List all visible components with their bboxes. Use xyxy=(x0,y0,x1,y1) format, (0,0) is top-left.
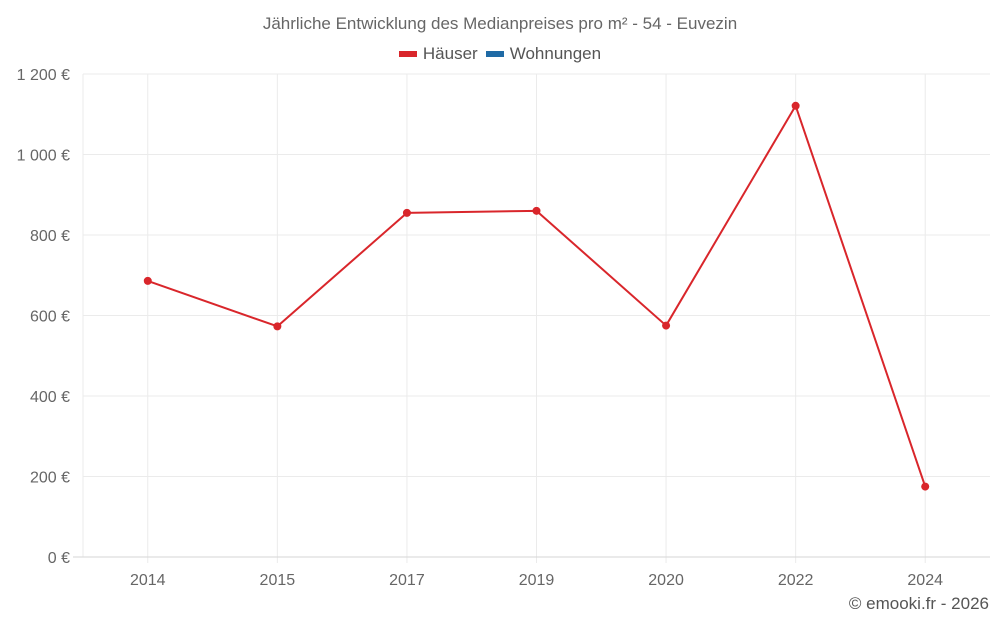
legend-label-apartments: Wohnungen xyxy=(509,44,602,63)
data-point[interactable] xyxy=(532,206,541,215)
data-point[interactable] xyxy=(143,276,152,285)
x-tick-label: 2022 xyxy=(778,572,814,589)
legend: Häuser Wohnungen xyxy=(0,44,1000,64)
copyright-text: © emooki.fr - 2026 xyxy=(848,594,989,613)
legend-item-houses[interactable]: Häuser xyxy=(398,44,478,64)
x-tick-label: 2024 xyxy=(907,572,943,589)
grid-lines xyxy=(82,73,990,563)
y-tick-label: 400 € xyxy=(30,389,70,406)
y-tick-label: 1 200 € xyxy=(17,67,70,84)
x-tick-label: 2014 xyxy=(130,572,166,589)
data-point[interactable] xyxy=(662,321,671,330)
data-point[interactable] xyxy=(402,208,411,217)
data-point[interactable] xyxy=(791,101,800,110)
y-tick-label: 1 000 € xyxy=(17,148,70,165)
y-tick-label: 0 € xyxy=(48,550,70,567)
x-tick-label: 2019 xyxy=(519,572,555,589)
x-tick-label: 2015 xyxy=(260,572,296,589)
data-point[interactable] xyxy=(273,322,282,331)
data-point[interactable] xyxy=(921,482,930,491)
chart-title: Jährliche Entwicklung des Medianpreises … xyxy=(262,14,738,33)
y-tick-label: 600 € xyxy=(30,309,70,326)
y-tick-label: 800 € xyxy=(30,228,70,245)
x-tick-label: 2017 xyxy=(389,572,425,589)
legend-item-apartments[interactable]: Wohnungen xyxy=(485,44,602,64)
x-axis: 2014 2015 2017 2019 2020 2022 2024 xyxy=(73,556,990,589)
y-tick-label: 200 € xyxy=(30,470,70,487)
legend-swatch-apartments xyxy=(485,51,504,57)
legend-label-houses: Häuser xyxy=(422,44,478,63)
series-houses xyxy=(143,101,930,491)
legend-swatch-houses xyxy=(398,51,417,57)
y-axis: 0 € 200 € 400 € 600 € 800 € 1 000 € 1 200 € xyxy=(17,67,70,567)
x-tick-label: 2020 xyxy=(648,572,684,589)
